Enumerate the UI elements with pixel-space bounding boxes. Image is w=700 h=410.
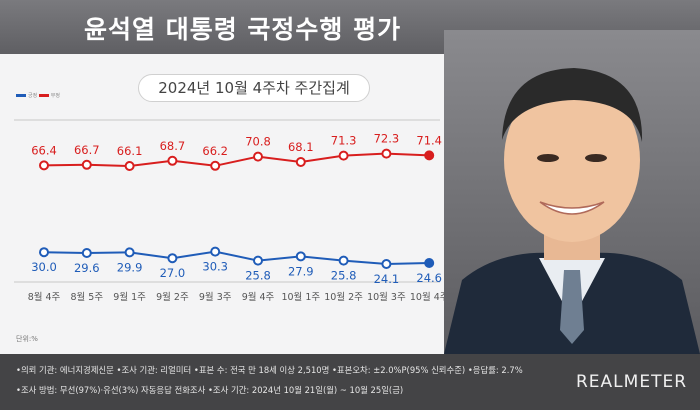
data-point bbox=[81, 159, 92, 170]
x-tick-label: 10월 3주 bbox=[367, 291, 406, 303]
president-photo bbox=[444, 30, 700, 354]
legend-negative-label: 부정 bbox=[50, 93, 60, 99]
series-line-positive bbox=[43, 250, 430, 266]
data-point bbox=[210, 246, 221, 257]
data-label: 68.7 bbox=[160, 139, 186, 153]
data-label: 70.8 bbox=[245, 135, 271, 149]
title-bar: 윤석열 대통령 국정수행 평가 bbox=[0, 0, 700, 54]
data-point bbox=[210, 160, 221, 171]
data-point bbox=[124, 161, 135, 171]
line-chart: 66.4 66.7 66.1 68.7 66.2 70.8 68.1 71.3 72.3 71.4… bbox=[14, 119, 445, 303]
data-point bbox=[124, 247, 135, 258]
x-tick-label: 10월 4주 bbox=[410, 291, 445, 303]
data-point bbox=[39, 160, 49, 171]
series-line-negative bbox=[43, 152, 430, 168]
data-point bbox=[253, 151, 263, 162]
data-label: 29.9 bbox=[117, 260, 143, 274]
footer-method-info: •조사 방법: 무선(97%)·유선(3%) 자동응답 전화조사 •조사 기간:… bbox=[16, 385, 404, 395]
chart-subtitle: 2024년 10월 4주차 주간집계 bbox=[138, 74, 370, 102]
data-point bbox=[39, 247, 49, 258]
data-point bbox=[424, 150, 435, 161]
page-title: 윤석열 대통령 국정수행 평가 bbox=[84, 15, 402, 44]
x-tick-label: 10월 1주 bbox=[281, 291, 320, 303]
data-label: 25.8 bbox=[331, 269, 357, 283]
footer-survey-info: •의뢰 기관: 에너지경제신문 •조사 기관: 리얼미터 •표본 수: 전국 만… bbox=[16, 365, 523, 375]
data-point bbox=[381, 259, 392, 269]
data-point bbox=[381, 148, 392, 159]
x-tick-label: 8월 5주 bbox=[71, 291, 104, 303]
data-label: 66.7 bbox=[74, 143, 100, 157]
data-point bbox=[81, 248, 92, 258]
data-label: 27.0 bbox=[160, 266, 186, 280]
legend-negative-swatch bbox=[38, 94, 49, 97]
data-label: 72.3 bbox=[374, 132, 400, 146]
data-label: 29.6 bbox=[74, 261, 100, 275]
data-point bbox=[338, 255, 349, 266]
data-label: 30.0 bbox=[31, 260, 57, 274]
legend: 긍정 부정 bbox=[16, 92, 60, 99]
x-tick-label: 8월 4주 bbox=[28, 291, 61, 303]
data-point bbox=[424, 258, 435, 268]
data-label: 24.6 bbox=[416, 271, 442, 285]
data-label: 66.1 bbox=[117, 144, 143, 158]
legend-positive-label: 긍정 bbox=[28, 93, 38, 99]
data-point bbox=[295, 251, 306, 262]
data-label: 27.9 bbox=[288, 264, 314, 278]
legend-positive-swatch bbox=[16, 94, 26, 97]
data-point bbox=[338, 150, 349, 161]
footer: •의뢰 기관: 에너지경제신문 •조사 기관: 리얼미터 •표본 수: 전국 만… bbox=[0, 354, 700, 410]
brand-logo: REALMETER bbox=[576, 372, 687, 392]
data-label: 66.4 bbox=[31, 143, 57, 157]
x-tick-label: 9월 1주 bbox=[113, 291, 146, 303]
data-label: 30.3 bbox=[202, 260, 228, 274]
data-label: 71.4 bbox=[416, 133, 442, 147]
data-label: 71.3 bbox=[331, 134, 357, 148]
data-point bbox=[253, 255, 263, 266]
x-tick-label: 10월 2주 bbox=[324, 291, 363, 303]
x-tick-label: 9월 4주 bbox=[242, 291, 275, 303]
data-point bbox=[167, 155, 178, 166]
x-tick-label: 9월 2주 bbox=[156, 291, 189, 303]
x-tick-label: 9월 3주 bbox=[199, 291, 232, 303]
unit-label: 단위:% bbox=[16, 335, 38, 343]
data-point bbox=[295, 157, 306, 167]
data-label: 25.8 bbox=[245, 269, 271, 283]
data-label: 66.2 bbox=[202, 144, 228, 158]
data-label: 24.1 bbox=[374, 272, 400, 286]
data-label: 68.1 bbox=[288, 140, 314, 154]
data-point bbox=[167, 253, 178, 264]
